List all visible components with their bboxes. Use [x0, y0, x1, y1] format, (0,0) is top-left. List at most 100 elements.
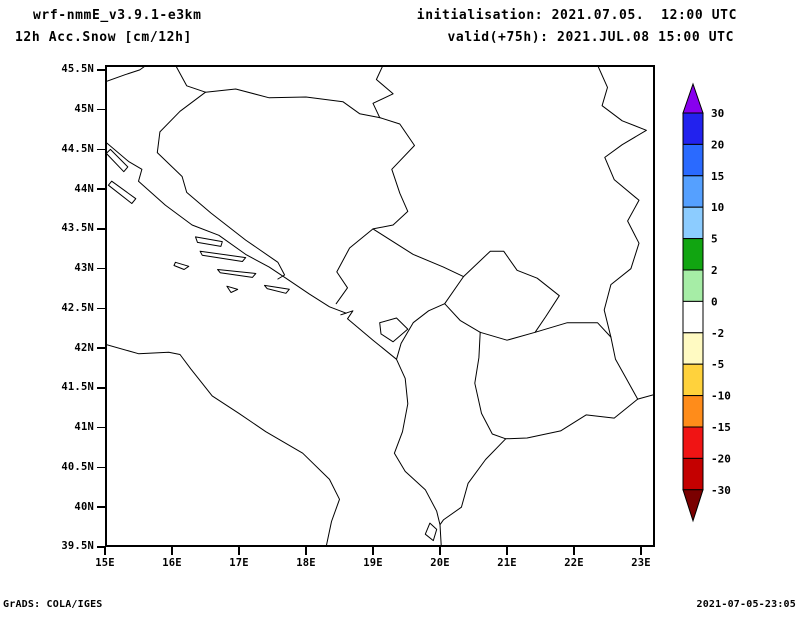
colorbar-label: -15	[711, 421, 731, 434]
lon-tick-label: 17E	[229, 557, 249, 569]
border-croatia-serbia	[372, 65, 394, 119]
island-brac	[195, 236, 223, 247]
lon-tick-label: 19E	[363, 557, 383, 569]
border-serbia-macedonia	[534, 322, 612, 338]
lat-tick	[97, 546, 105, 548]
border-slovenia-croatia	[105, 65, 147, 83]
lat-tick	[97, 466, 105, 469]
lon-tick	[238, 547, 240, 555]
border-montenegro-albania	[396, 303, 446, 360]
colorbar-band	[682, 332, 704, 365]
border-serbia-montenegro	[372, 228, 464, 278]
colorbar-arrow-bottom	[682, 489, 704, 523]
lon-tick	[104, 547, 106, 555]
lat-tick	[97, 506, 105, 508]
lon-tick-label: 22E	[564, 557, 584, 569]
lat-tick-label: 41.5N	[61, 381, 94, 394]
colorbar-label: 20	[711, 138, 724, 151]
lon-tick	[573, 547, 575, 555]
lat-tick	[97, 148, 105, 151]
lat-tick	[97, 267, 105, 270]
colorbar-band	[682, 426, 704, 459]
lon-tick	[439, 547, 441, 555]
model-title: wrf-nmmE_v3.9.1-e3km	[33, 8, 202, 23]
border-bosnia-serbia	[372, 117, 415, 230]
lat-tick-label: 43N	[74, 262, 94, 275]
lat-tick-label: 40N	[74, 500, 94, 513]
lon-tick	[372, 547, 374, 555]
colorbar-label: 2	[711, 264, 718, 277]
coastline-italy	[105, 343, 340, 547]
island-lastovo	[226, 285, 239, 293]
render-timestamp: 2021-07-05-23:05	[696, 599, 796, 610]
island-corfu	[424, 522, 438, 542]
coastline-adriatic-east	[105, 141, 442, 547]
border-albania-macedonia	[474, 331, 507, 440]
colorbar-label: 5	[711, 233, 718, 246]
colorbar-band	[682, 300, 704, 334]
colorbar-band	[682, 175, 704, 208]
colorbar-label: 0	[711, 295, 718, 308]
lake-scutari	[379, 317, 409, 343]
border-serbia-romania-bulgaria	[597, 65, 647, 338]
lon-tick-label: 15E	[95, 557, 115, 569]
lat-tick-label: 39.5N	[61, 540, 94, 553]
lon-tick	[506, 547, 508, 555]
lat-tick-label: 40.5N	[61, 460, 94, 473]
colorbar-label: -5	[711, 358, 724, 371]
lat-tick	[97, 307, 105, 310]
lat-tick	[97, 387, 105, 389]
init-time-label: initialisation: 2021.07.05. 12:00 UTC	[416, 8, 737, 23]
border-bulgaria-greece	[637, 393, 655, 400]
lon-tick-label: 18E	[296, 557, 316, 569]
island-dugi-otok	[107, 180, 137, 204]
colorbar-band	[682, 143, 704, 177]
lat-tick	[97, 69, 105, 71]
lat-tick-label: 43.5N	[61, 222, 94, 235]
lat-tick-label: 44.5N	[61, 142, 94, 155]
lat-tick	[97, 347, 105, 349]
colorbar-band	[682, 112, 704, 145]
map-plot	[105, 65, 655, 547]
lat-tick-label: 44N	[74, 182, 94, 195]
colorbar-label: -20	[711, 452, 731, 465]
colorbar-label: 30	[711, 107, 724, 120]
border-bosnia-montenegro	[335, 228, 374, 305]
valid-time-label: valid(+75h): 2021.JUL.08 15:00 UTC	[447, 30, 734, 45]
colorbar-label: 15	[711, 170, 724, 183]
lat-tick-label: 45.5N	[61, 63, 94, 76]
lat-tick	[97, 228, 105, 230]
colorbar-band	[682, 457, 704, 491]
border-kosovo	[444, 250, 560, 341]
lon-tick-label: 20E	[430, 557, 450, 569]
island-mljet	[264, 284, 290, 294]
colorbar-band	[682, 363, 704, 397]
lat-tick	[97, 108, 105, 111]
colorbar-label: -10	[711, 390, 731, 403]
colorbar-band	[682, 269, 704, 302]
colorbar-label: -30	[711, 484, 731, 497]
lat-tick	[97, 426, 105, 429]
lat-tick-label: 42N	[74, 341, 94, 354]
lon-tick	[640, 547, 642, 555]
lat-tick	[97, 188, 105, 190]
border-croatia-bosnia-west	[156, 91, 286, 280]
lon-tick-label: 21E	[497, 557, 517, 569]
island-pag	[105, 148, 129, 173]
island-korcula	[217, 269, 257, 278]
lat-tick-label: 42.5N	[61, 301, 94, 314]
variable-title: 12h Acc.Snow [cm/12h]	[15, 30, 192, 45]
border-croatia-bosnia-north	[174, 65, 381, 119]
border-albania-greece	[439, 438, 507, 526]
border-macedonia-greece	[505, 398, 639, 440]
lat-tick-label: 45N	[74, 103, 94, 116]
border-bulgaria-macedonia	[610, 336, 639, 400]
lon-tick-label: 16E	[162, 557, 182, 569]
lat-tick-label: 41N	[74, 421, 94, 434]
colorbar-label: 10	[711, 201, 724, 214]
grads-credit: GrADS: COLA/IGES	[3, 599, 103, 610]
colorbar-arrow-top	[682, 82, 704, 114]
lon-tick	[305, 547, 307, 555]
colorbar-band	[682, 206, 704, 240]
island-vis	[173, 261, 190, 270]
